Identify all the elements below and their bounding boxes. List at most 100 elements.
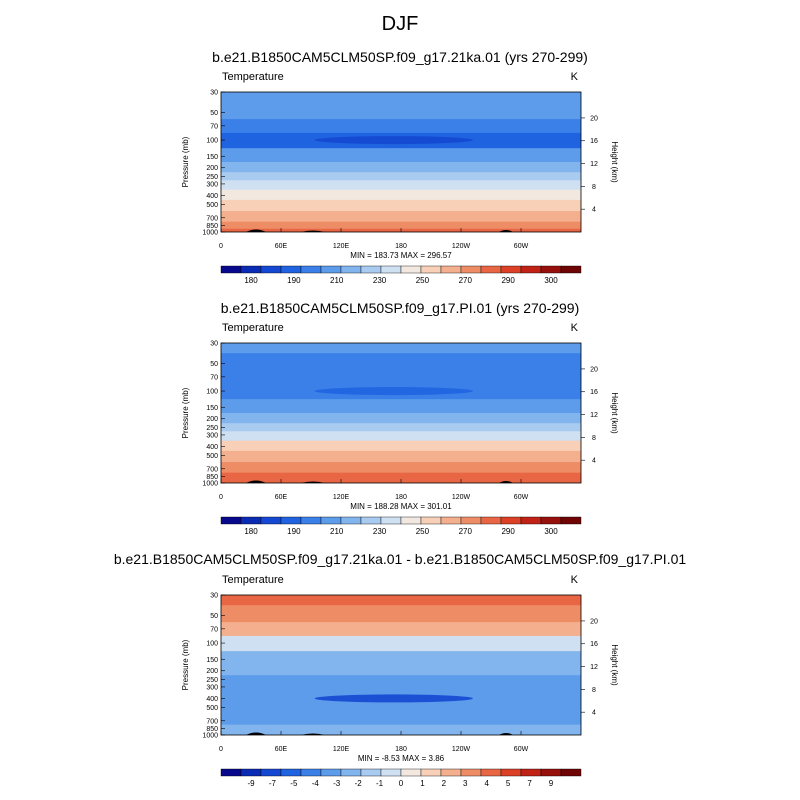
colorbar-label: 1 [420,779,425,788]
colorbar-swatch [460,516,482,525]
y-tick-label: 30 [210,341,218,348]
x-tick-label: 0 [219,494,223,501]
contour-band [221,211,581,223]
colorbar-swatch [320,516,342,525]
y-tick-label: 400 [206,193,218,200]
colorbar-swatch [280,265,302,274]
terrain-andes [499,733,513,735]
terrain-africa [246,480,266,483]
colorbar-label: -3 [333,779,341,788]
colorbar-label: 230 [373,527,387,536]
colorbar-label: 7 [527,779,532,788]
contour-band [221,595,581,606]
colorbar-swatch [220,516,242,525]
y-tick-label: 200 [206,668,218,675]
x-tick-label: 120E [333,494,350,501]
contour-band [221,413,581,424]
contour-band [221,148,581,163]
colorbar-label: 4 [484,779,489,788]
terrain-andes [499,481,513,483]
x-tick-label: 120E [333,243,350,250]
colorbar-label: 300 [544,527,558,536]
colorbar-label: 180 [244,276,258,285]
y-tick-label: 50 [210,613,218,620]
colorbar-label: 250 [416,527,430,536]
x-tick-label: 60E [275,243,288,250]
colorbar-label: 290 [501,276,515,285]
y-axis-label: Pressure (mb) [181,639,190,690]
height-tick-label: 12 [590,161,598,168]
colorbar-swatch [400,768,422,777]
height-tick-label: 4 [592,207,596,214]
colorbar-swatch [340,516,362,525]
colorbar-swatch [420,516,442,525]
units-label: K [571,322,579,334]
colorbar-label: 270 [459,276,473,285]
y-tick-label: 200 [206,416,218,423]
height-tick-label: 12 [590,664,598,671]
x-tick-label: 60E [275,746,288,753]
colorbar-swatch [300,516,322,525]
panel-title: b.e21.B1850CAM5CLM50SP.f09_g17.21ka.01 -… [114,551,687,567]
height-tick-label: 8 [592,435,596,442]
chart-panel-3: b.e21.B1850CAM5CLM50SP.f09_g17.21ka.01 -… [114,551,687,788]
contour-band [221,189,581,201]
colorbar-label: -4 [312,779,320,788]
y-tick-label: 1000 [202,230,218,237]
colorbar-swatch [300,768,322,777]
colorbar-swatch [260,265,282,274]
colorbar-label: 290 [501,527,515,536]
contour-band [221,665,581,676]
contour-band [221,119,581,134]
colorbar-swatch [340,768,362,777]
colorbar-swatch [360,516,382,525]
y-tick-label: 200 [206,165,218,172]
min-max-stats: MIN = -8.53 MAX = 3.86 [358,754,445,763]
colorbar-label: 0 [399,779,404,788]
colorbar-swatch [440,516,462,525]
colorbar-label: 230 [373,276,387,285]
y-right-axis-label: Height (km) [610,644,619,686]
colorbar-swatch [500,265,522,274]
chart-panel-2: b.e21.B1850CAM5CLM50SP.f09_g17.PI.01 (yr… [181,300,619,536]
contour-field [221,343,581,483]
y-tick-label: 300 [206,684,218,691]
colorbar-swatch [280,768,302,777]
panel-title: b.e21.B1850CAM5CLM50SP.f09_g17.PI.01 (yr… [221,300,580,316]
y-tick-label: 150 [206,405,218,412]
x-tick-label: 0 [219,746,223,753]
terrain-africa [246,732,266,735]
colorbar-label: 3 [463,779,468,788]
y-tick-label: 700 [206,215,218,222]
colorbar-label: 250 [416,276,430,285]
contour-band [221,353,581,371]
colorbar-label: 9 [549,779,554,788]
x-tick-label: 180 [395,494,407,501]
colorbar-swatch [440,768,462,777]
contour-band [221,423,581,432]
contour-band [221,724,581,733]
colorbar-swatch [500,516,522,525]
y-tick-label: 70 [210,123,218,130]
colorbar-label: 2 [442,779,447,788]
colorbar-label: -1 [376,779,384,788]
colorbar-label: -7 [269,779,277,788]
y-tick-label: 850 [206,726,218,733]
contour-band [221,450,581,463]
colorbar-swatch [260,768,282,777]
contour-band [221,605,581,623]
contour-band [221,440,581,452]
variable-label: Temperature [222,71,284,83]
y-tick-label: 250 [206,425,218,432]
y-axis-label: Pressure (mb) [181,387,190,438]
colorbar-swatch [360,265,382,274]
y-tick-label: 500 [206,202,218,209]
y-tick-label: 300 [206,181,218,188]
height-tick-label: 4 [592,710,596,717]
colorbar-label: 300 [544,276,558,285]
colorbar-swatch [540,768,562,777]
y-tick-label: 50 [210,361,218,368]
colorbar-swatch [360,768,382,777]
colorbar-swatch [520,516,542,525]
